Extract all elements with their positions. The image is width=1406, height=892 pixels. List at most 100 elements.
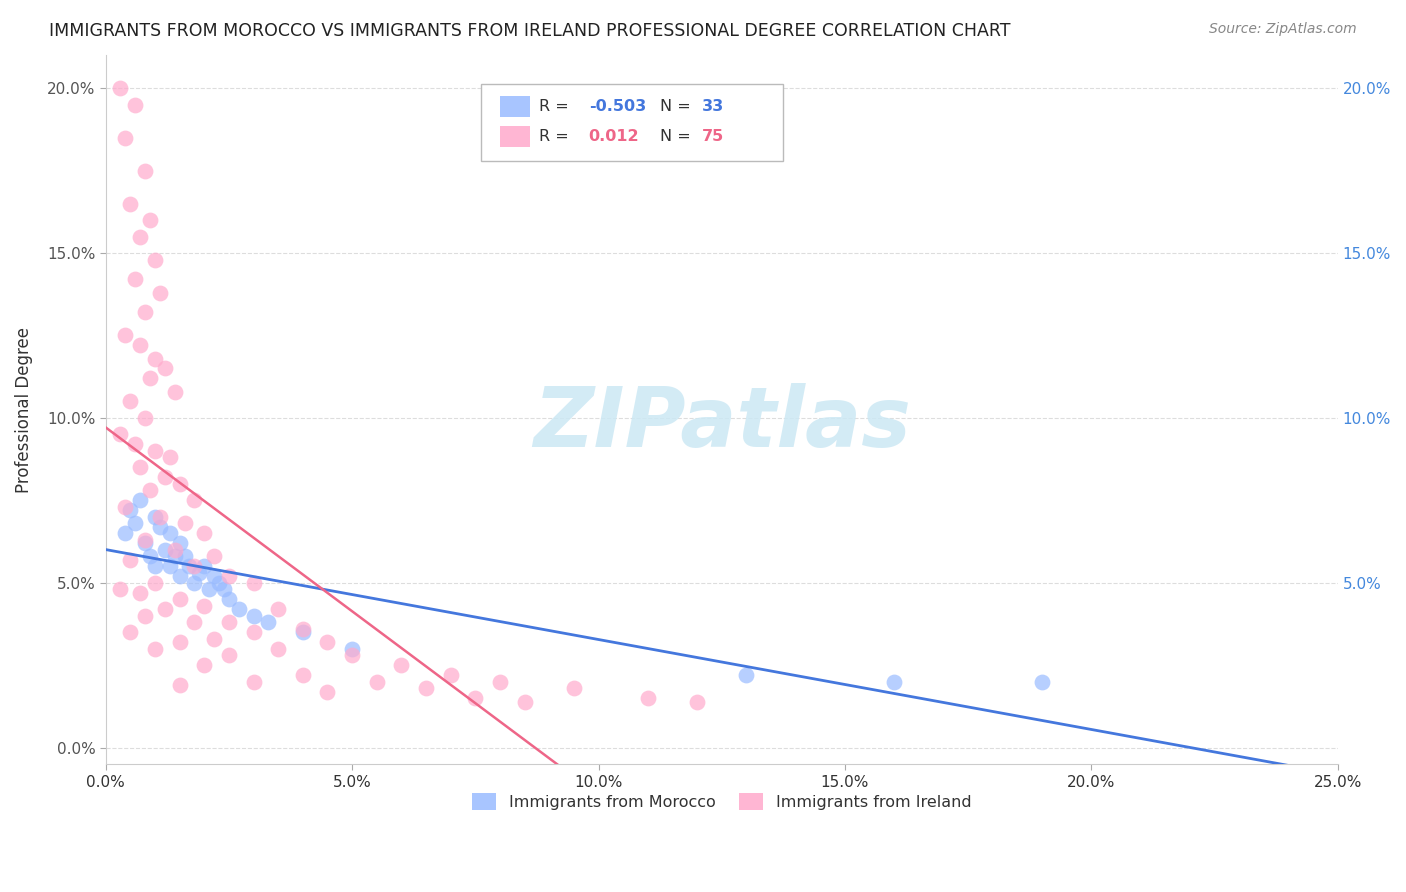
Point [513, 694, 536, 708]
Point [242, 608, 264, 623]
Point [139, 549, 162, 564]
Point [637, 691, 659, 706]
Point [169, 635, 191, 649]
Point [134, 410, 156, 425]
Point [883, 674, 905, 689]
Legend: Immigrants from Morocco, Immigrants from Ireland: Immigrants from Morocco, Immigrants from… [465, 787, 979, 816]
Point [120, 625, 142, 640]
Point [316, 684, 339, 698]
Point [139, 213, 162, 227]
Point [169, 592, 191, 607]
Point [143, 252, 166, 267]
Point [149, 285, 172, 300]
Point [686, 694, 709, 708]
Text: R =: R = [540, 99, 574, 113]
Point [134, 536, 156, 550]
Point [134, 608, 156, 623]
Point [183, 575, 205, 590]
Point [124, 97, 146, 112]
Point [242, 625, 264, 640]
Point [188, 566, 211, 580]
Point [735, 668, 758, 682]
Point [183, 493, 205, 508]
Point [124, 516, 146, 531]
Text: N =: N = [661, 129, 696, 145]
Point [110, 427, 132, 442]
Point [228, 602, 250, 616]
Point [129, 338, 152, 352]
Point [153, 602, 176, 616]
Point [143, 559, 166, 574]
Point [120, 394, 142, 409]
Point [464, 691, 486, 706]
FancyBboxPatch shape [501, 95, 530, 117]
Point [218, 648, 240, 663]
Point [202, 632, 225, 646]
Point [153, 361, 176, 376]
Point [291, 622, 314, 636]
Point [340, 641, 363, 656]
Text: IMMIGRANTS FROM MOROCCO VS IMMIGRANTS FROM IRELAND PROFESSIONAL DEGREE CORRELATI: IMMIGRANTS FROM MOROCCO VS IMMIGRANTS FR… [49, 22, 1011, 40]
Point [169, 476, 191, 491]
Point [134, 163, 156, 178]
Point [267, 602, 290, 616]
Point [169, 678, 191, 692]
Point [143, 443, 166, 458]
Point [212, 582, 235, 597]
Point [183, 559, 205, 574]
Point [193, 599, 215, 613]
Point [291, 625, 314, 640]
Text: ZIPatlas: ZIPatlas [533, 384, 911, 465]
Point [114, 526, 136, 541]
Point [218, 615, 240, 630]
Point [110, 582, 132, 597]
Y-axis label: Professional Degree: Professional Degree [15, 326, 32, 492]
Point [267, 641, 290, 656]
Point [291, 668, 314, 682]
Point [218, 592, 240, 607]
Point [163, 384, 186, 399]
Point [169, 536, 191, 550]
Point [120, 552, 142, 566]
Point [202, 549, 225, 564]
Point [134, 305, 156, 319]
Text: 33: 33 [702, 99, 724, 113]
Point [183, 615, 205, 630]
Point [193, 559, 215, 574]
Point [340, 648, 363, 663]
Point [389, 658, 412, 673]
Point [173, 516, 195, 531]
Point [257, 615, 280, 630]
Point [242, 575, 264, 590]
Point [173, 549, 195, 564]
Point [143, 575, 166, 590]
FancyBboxPatch shape [501, 126, 530, 147]
Point [169, 569, 191, 583]
Point [129, 229, 152, 244]
Point [198, 582, 221, 597]
Text: -0.503: -0.503 [589, 99, 645, 113]
Point [143, 641, 166, 656]
Point [124, 272, 146, 286]
Text: Source: ZipAtlas.com: Source: ZipAtlas.com [1209, 22, 1357, 37]
Point [242, 674, 264, 689]
Point [562, 681, 585, 696]
Point [163, 549, 186, 564]
Point [366, 674, 388, 689]
Point [316, 635, 339, 649]
Point [149, 519, 172, 533]
Point [1031, 674, 1053, 689]
Text: R =: R = [540, 129, 574, 145]
Point [149, 509, 172, 524]
Point [159, 559, 181, 574]
Point [139, 371, 162, 385]
Point [202, 569, 225, 583]
Point [489, 674, 512, 689]
Point [153, 470, 176, 484]
Point [153, 542, 176, 557]
Text: N =: N = [661, 99, 696, 113]
Text: 0.012: 0.012 [589, 129, 640, 145]
Point [129, 585, 152, 599]
Text: 75: 75 [702, 129, 724, 145]
Point [139, 483, 162, 498]
